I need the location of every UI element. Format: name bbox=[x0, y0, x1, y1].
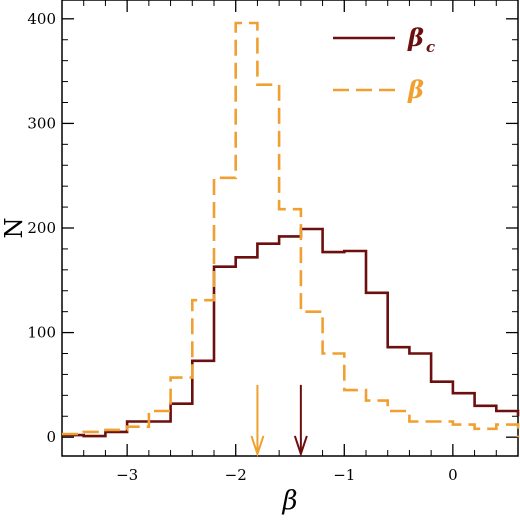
y-tick-label: 200 bbox=[27, 219, 56, 237]
arrow-head bbox=[250, 435, 265, 458]
arrow-head bbox=[293, 435, 308, 458]
x-tick-label: −1 bbox=[333, 466, 355, 484]
marker-arrow-beta-c bbox=[293, 384, 308, 458]
y-tick-label: 300 bbox=[27, 114, 56, 132]
y-tick-label: 100 bbox=[27, 324, 56, 342]
marker-arrows bbox=[250, 384, 308, 458]
marker-arrow-beta bbox=[250, 384, 265, 458]
histogram-steps bbox=[62, 21, 520, 438]
x-tick-label: −3 bbox=[116, 466, 138, 484]
histogram-series-beta bbox=[62, 21, 520, 438]
x-tick-labels: −3 −2 −1 0 bbox=[116, 466, 458, 484]
y-tick-labels: 0 100 200 300 400 bbox=[27, 10, 56, 446]
y-tick-label: 0 bbox=[46, 428, 56, 446]
axis-ticks bbox=[61, 0, 519, 456]
x-tick-label: −2 bbox=[225, 466, 247, 484]
y-axis-label: N bbox=[0, 218, 28, 239]
plot-frame bbox=[61, 0, 519, 457]
x-axis-label: β bbox=[281, 486, 297, 516]
legend-label-beta: β bbox=[407, 75, 424, 104]
y-tick-label: 400 bbox=[27, 10, 56, 28]
x-tick-label: 0 bbox=[448, 466, 458, 484]
legend: β c β bbox=[333, 23, 435, 104]
histogram-series-beta-c bbox=[62, 227, 520, 438]
